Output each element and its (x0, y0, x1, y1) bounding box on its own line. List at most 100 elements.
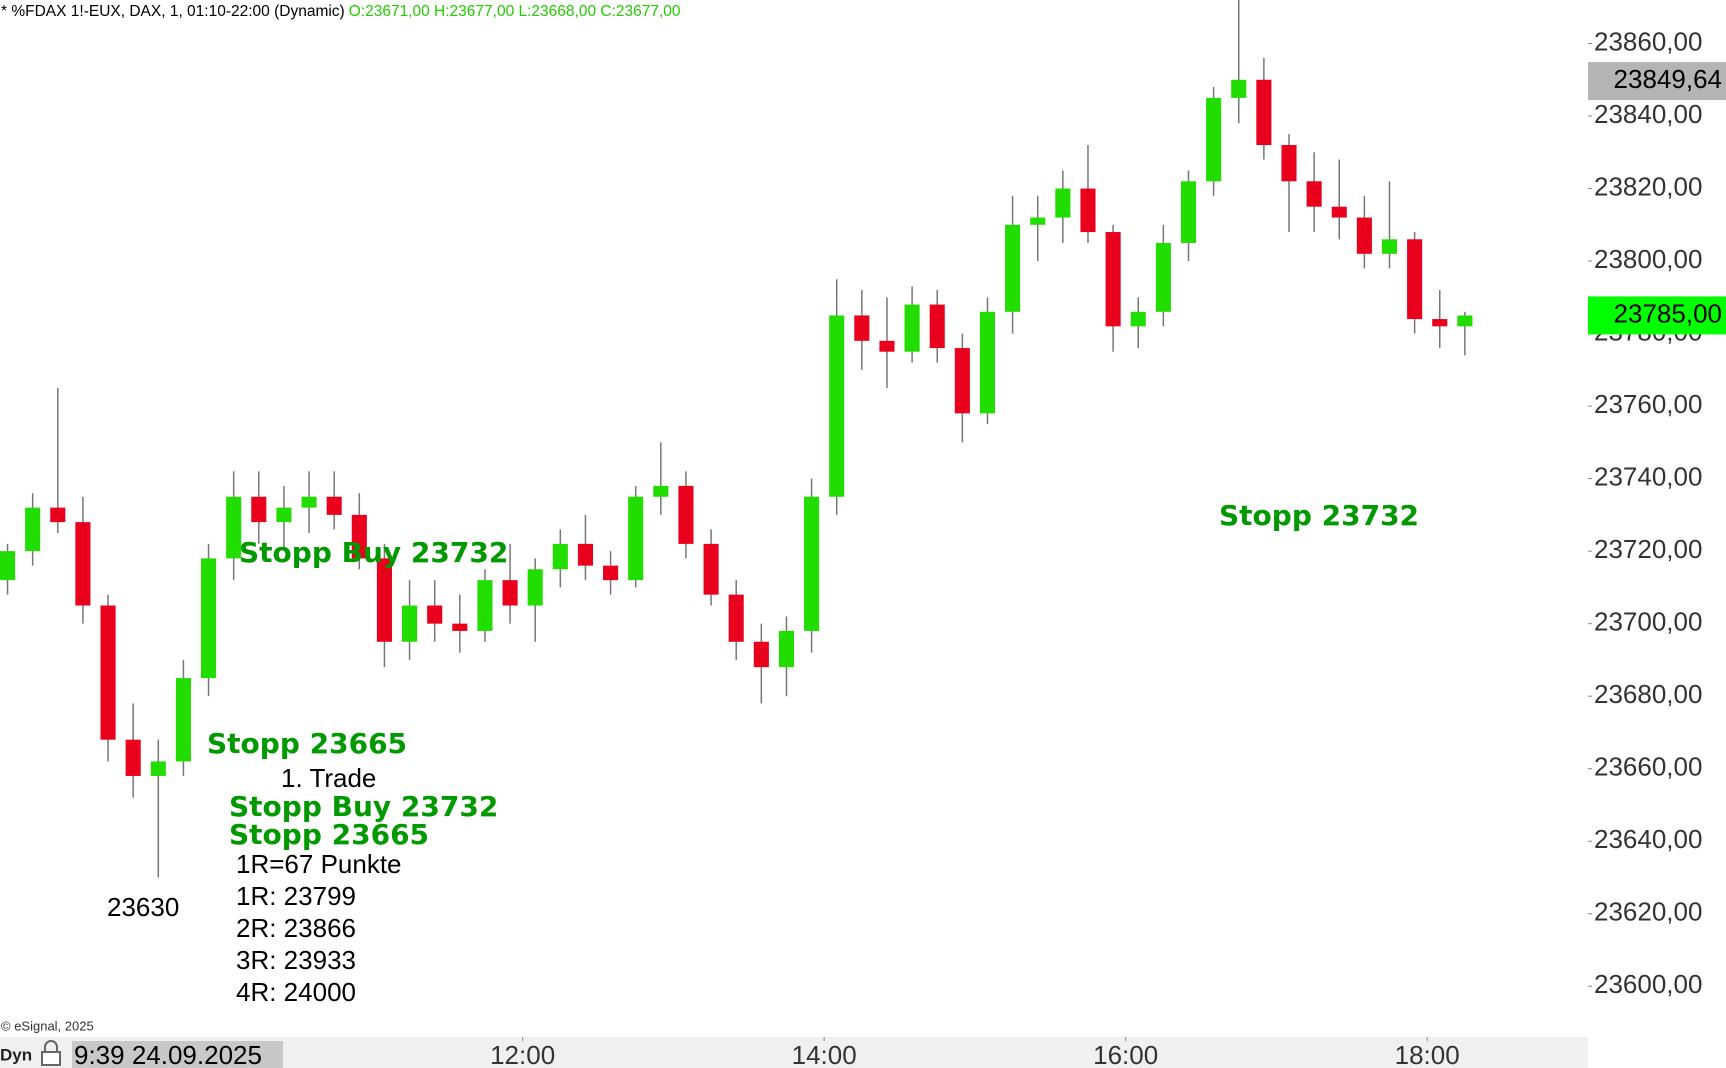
candle (402, 580, 418, 660)
candle (1130, 297, 1146, 349)
candle (1432, 290, 1448, 349)
price-marker-label: 23849,64 (1614, 64, 1722, 94)
candle (1407, 232, 1423, 334)
candle-body (201, 558, 217, 679)
candle-body (753, 641, 769, 668)
y-tick-label: 23660,00 (1594, 752, 1702, 782)
candle-body (427, 605, 443, 624)
annotation: 1. Trade (281, 763, 376, 793)
candle (1055, 170, 1071, 243)
y-tick-label: 23620,00 (1594, 897, 1702, 927)
annotation: Stopp 23665 (207, 727, 407, 760)
candle (1256, 58, 1272, 160)
price-axis (1588, 0, 1726, 1068)
candle (175, 659, 191, 776)
candle-body (452, 623, 468, 631)
copyright: © eSignal, 2025 (1, 1018, 94, 1033)
candle-body (1130, 311, 1146, 327)
candle-body (1105, 232, 1121, 327)
candle-body (728, 594, 744, 642)
price-marker (1588, 296, 1726, 335)
candle (0, 543, 16, 595)
candle-body (653, 485, 669, 497)
candle-body (527, 569, 543, 606)
symbol-info: * %FDAX 1!-EUX, DAX, 1, 01:10-22:00 (Dyn… (1, 3, 345, 20)
candle (477, 569, 493, 642)
price-marker-label: 23785,00 (1614, 298, 1722, 328)
candle-body (1206, 97, 1222, 182)
candle-body (1030, 217, 1046, 225)
price-marker (1588, 62, 1726, 101)
candle (628, 485, 644, 588)
candle-body (125, 739, 141, 776)
candle (502, 543, 518, 624)
candle-body (1155, 242, 1171, 312)
candle-body (502, 580, 518, 606)
annotation: 2R: 23866 (236, 913, 356, 943)
y-tick-label: 23760,00 (1594, 389, 1702, 419)
candle (527, 558, 543, 642)
candle (1206, 87, 1222, 196)
candle-body (1281, 145, 1297, 182)
candle (1331, 159, 1347, 240)
candle-body (628, 496, 644, 581)
candle (226, 471, 242, 581)
candle-body (1231, 79, 1247, 98)
candle (879, 297, 895, 388)
annotation: Stopp 23732 (1219, 499, 1419, 532)
candle-body (879, 340, 895, 352)
annotation: Stopp 23665 (229, 818, 429, 851)
candle (125, 703, 141, 798)
candle (1005, 195, 1021, 334)
candle-body (50, 507, 66, 523)
candle (552, 529, 568, 588)
candle-body (603, 565, 619, 581)
mode-label: Dyn (0, 1045, 32, 1064)
candle-body (678, 485, 694, 544)
candle-body (175, 678, 191, 762)
candle-body (0, 551, 16, 581)
y-tick-label: 23720,00 (1594, 534, 1702, 564)
candle-body (552, 543, 568, 570)
cursor-box (72, 1041, 283, 1068)
candle (753, 623, 769, 704)
candle (954, 333, 970, 443)
candle-body (402, 605, 418, 642)
annotation: 1R: 23799 (236, 881, 356, 911)
candle (201, 543, 217, 697)
candle (1155, 224, 1171, 327)
y-tick-label: 23680,00 (1594, 679, 1702, 709)
candle (778, 616, 794, 697)
candle (452, 594, 468, 653)
candle (251, 471, 267, 544)
candle (25, 493, 41, 566)
candle-body (100, 605, 116, 740)
candle-body (1432, 319, 1448, 327)
candle-body (904, 304, 920, 352)
candle (1080, 145, 1096, 243)
candle-body (1256, 79, 1272, 146)
y-tick-label: 23840,00 (1594, 99, 1702, 129)
ohlc-info: O:23671,00 H:23677,00 L:23668,00 C:23677… (349, 3, 681, 20)
candle (1281, 134, 1297, 233)
candle-body (376, 558, 392, 642)
candle-body (1457, 315, 1473, 327)
x-tick-label: 16:00 (1093, 1040, 1158, 1068)
candle (301, 471, 317, 534)
y-tick-label: 23700,00 (1594, 607, 1702, 637)
candle (1231, 0, 1247, 124)
candle-body (1381, 239, 1398, 254)
candle (1306, 152, 1322, 233)
candle-body (854, 315, 870, 341)
cursor-label: 9:39 24.09.2025 (74, 1040, 262, 1068)
candle-body (954, 348, 970, 414)
y-tick-label: 23740,00 (1594, 461, 1702, 491)
annotation: 3R: 23933 (236, 945, 356, 975)
candle-body (150, 761, 166, 776)
candle (351, 493, 367, 570)
candle (979, 297, 996, 425)
candle (326, 471, 342, 530)
candle (929, 290, 945, 363)
candle-body (251, 496, 267, 523)
